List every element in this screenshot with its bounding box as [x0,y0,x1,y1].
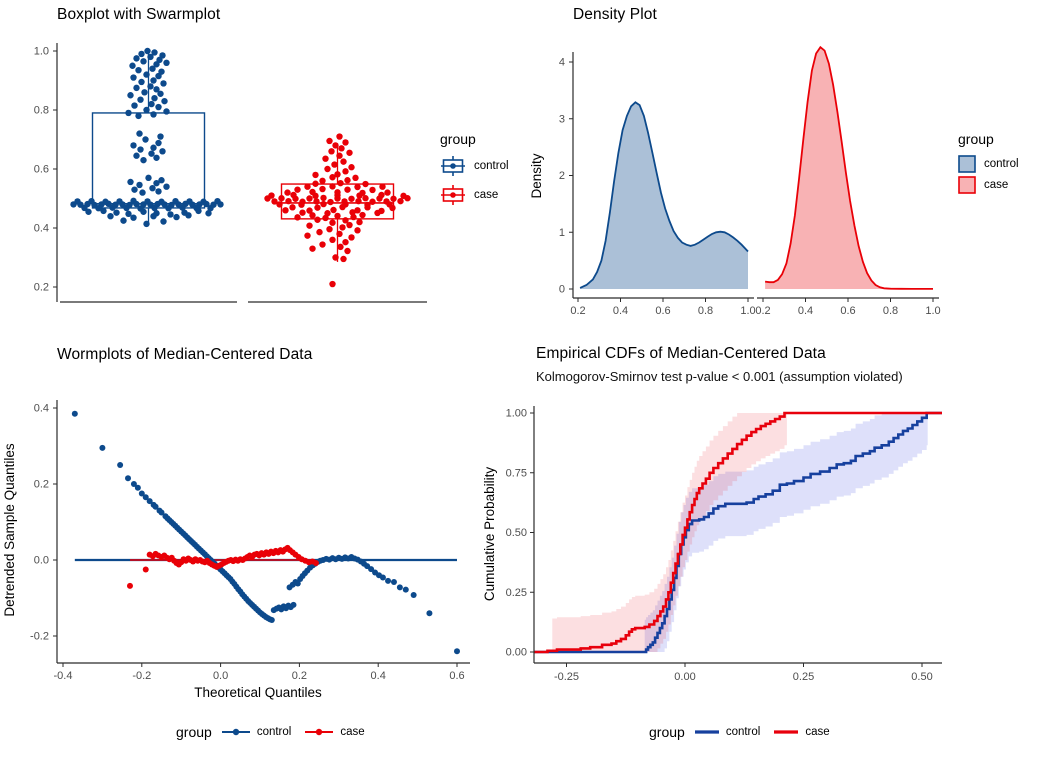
ecdf-title: Empirical CDFs of Median-Centered Data [536,345,826,362]
legend-entry-case: case [958,176,1019,194]
svg-text:0.0: 0.0 [213,670,228,682]
legend-entry-control: control [221,726,292,738]
svg-text:0.50: 0.50 [506,527,527,539]
legend-label: control [256,726,292,738]
control-boxplot-key-icon [440,155,466,177]
svg-text:1.0: 1.0 [740,305,755,317]
wormplot-title: Wormplots of Median-Centered Data [57,346,313,363]
svg-text:0.2: 0.2 [34,479,49,491]
case-point-key-icon [305,726,334,738]
svg-text:0.50: 0.50 [911,671,932,683]
control-point-key-icon [221,726,250,738]
svg-text:0.8: 0.8 [883,305,898,317]
svg-text:0.25: 0.25 [506,587,527,599]
svg-text:1.00: 1.00 [506,408,527,420]
case-line-key-icon [774,727,799,737]
svg-text:0.4: 0.4 [34,223,49,235]
svg-text:0.2: 0.2 [34,282,49,294]
svg-text:-0.4: -0.4 [54,670,73,682]
svg-text:Cumulative Probability: Cumulative Probability [482,467,497,602]
svg-text:2: 2 [559,170,565,182]
legend-label: control [725,726,761,738]
svg-text:0.00: 0.00 [506,647,527,659]
svg-text:1: 1 [559,227,565,239]
svg-text:0.6: 0.6 [449,670,464,682]
svg-text:0.4: 0.4 [613,305,628,317]
legend-title: group [649,724,685,740]
legend-entry-case: case [774,726,830,738]
svg-text:0.6: 0.6 [840,305,855,317]
svg-text:0.6: 0.6 [655,305,670,317]
svg-text:0.2: 0.2 [755,305,770,317]
legend-entry-control: control [958,155,1019,173]
svg-text:0: 0 [559,284,565,296]
svg-text:Theoretical Quantiles: Theoretical Quantiles [194,685,322,700]
legend-density: group control case [958,131,1019,201]
svg-text:0.00: 0.00 [674,671,695,683]
legend-label: control [474,160,509,172]
svg-text:0.0: 0.0 [34,555,49,567]
svg-text:-0.25: -0.25 [554,671,579,683]
svg-text:Detrended Sample Quantiles: Detrended Sample Quantiles [2,443,17,617]
svg-text:0.8: 0.8 [34,105,49,117]
control-line-key-icon [694,727,719,737]
svg-text:0.4: 0.4 [798,305,813,317]
case-boxplot-key-icon [440,184,466,206]
control-area-key-icon [958,155,976,173]
legend-label: case [984,179,1009,191]
svg-text:0.25: 0.25 [793,671,814,683]
boxswarm-title: Boxplot with Swarmplot [57,6,221,23]
legend-title: group [440,131,476,147]
legend-label: case [805,726,830,738]
legend-entry-control: control [694,726,761,738]
legend-entry-case: case [305,726,365,738]
svg-text:0.75: 0.75 [506,467,527,479]
legend-title: group [958,131,994,147]
legend-ecdf: group control case [649,724,844,740]
legend-entry-control: control [440,155,509,177]
boxswarm-plot: 1.0 0.8 0.6 0.4 0.2 [34,43,427,303]
svg-text:-0.2: -0.2 [30,631,49,643]
svg-text:1.0: 1.0 [34,46,49,58]
svg-text:-0.2: -0.2 [132,670,151,682]
svg-text:0.4: 0.4 [34,403,49,415]
svg-text:0.4: 0.4 [371,670,386,682]
legend-label: control [984,158,1019,170]
svg-text:0.6: 0.6 [34,164,49,176]
wormplot-plot: 0.4 0.2 0.0 -0.2 -0.4 -0.2 0.0 0.2 0.4 0.6 Theoret… [2,400,470,700]
legend-label: case [340,726,365,738]
density-title: Density Plot [573,6,657,23]
legend-wormplot: group control case [176,724,379,740]
svg-text:0.8: 0.8 [698,305,713,317]
legend-title: group [176,724,212,740]
svg-text:0.2: 0.2 [292,670,307,682]
ecdf-plot: 0.00 0.25 0.50 0.75 1.00 -0.25 0.00 0.25 0.50 Cum… [482,406,942,683]
svg-text:1.0: 1.0 [925,305,940,317]
svg-text:4: 4 [559,57,565,69]
legend-entry-case: case [440,184,509,206]
legend-label: case [474,189,499,201]
case-area-key-icon [958,176,976,194]
legend-boxswarm: group control case [440,131,509,213]
ecdf-subtitle: Kolmogorov-Smirnov test p-value < 0.001 … [536,369,903,384]
svg-text:3: 3 [559,113,565,125]
svg-text:0.2: 0.2 [570,305,585,317]
svg-text:Density: Density [529,153,544,198]
